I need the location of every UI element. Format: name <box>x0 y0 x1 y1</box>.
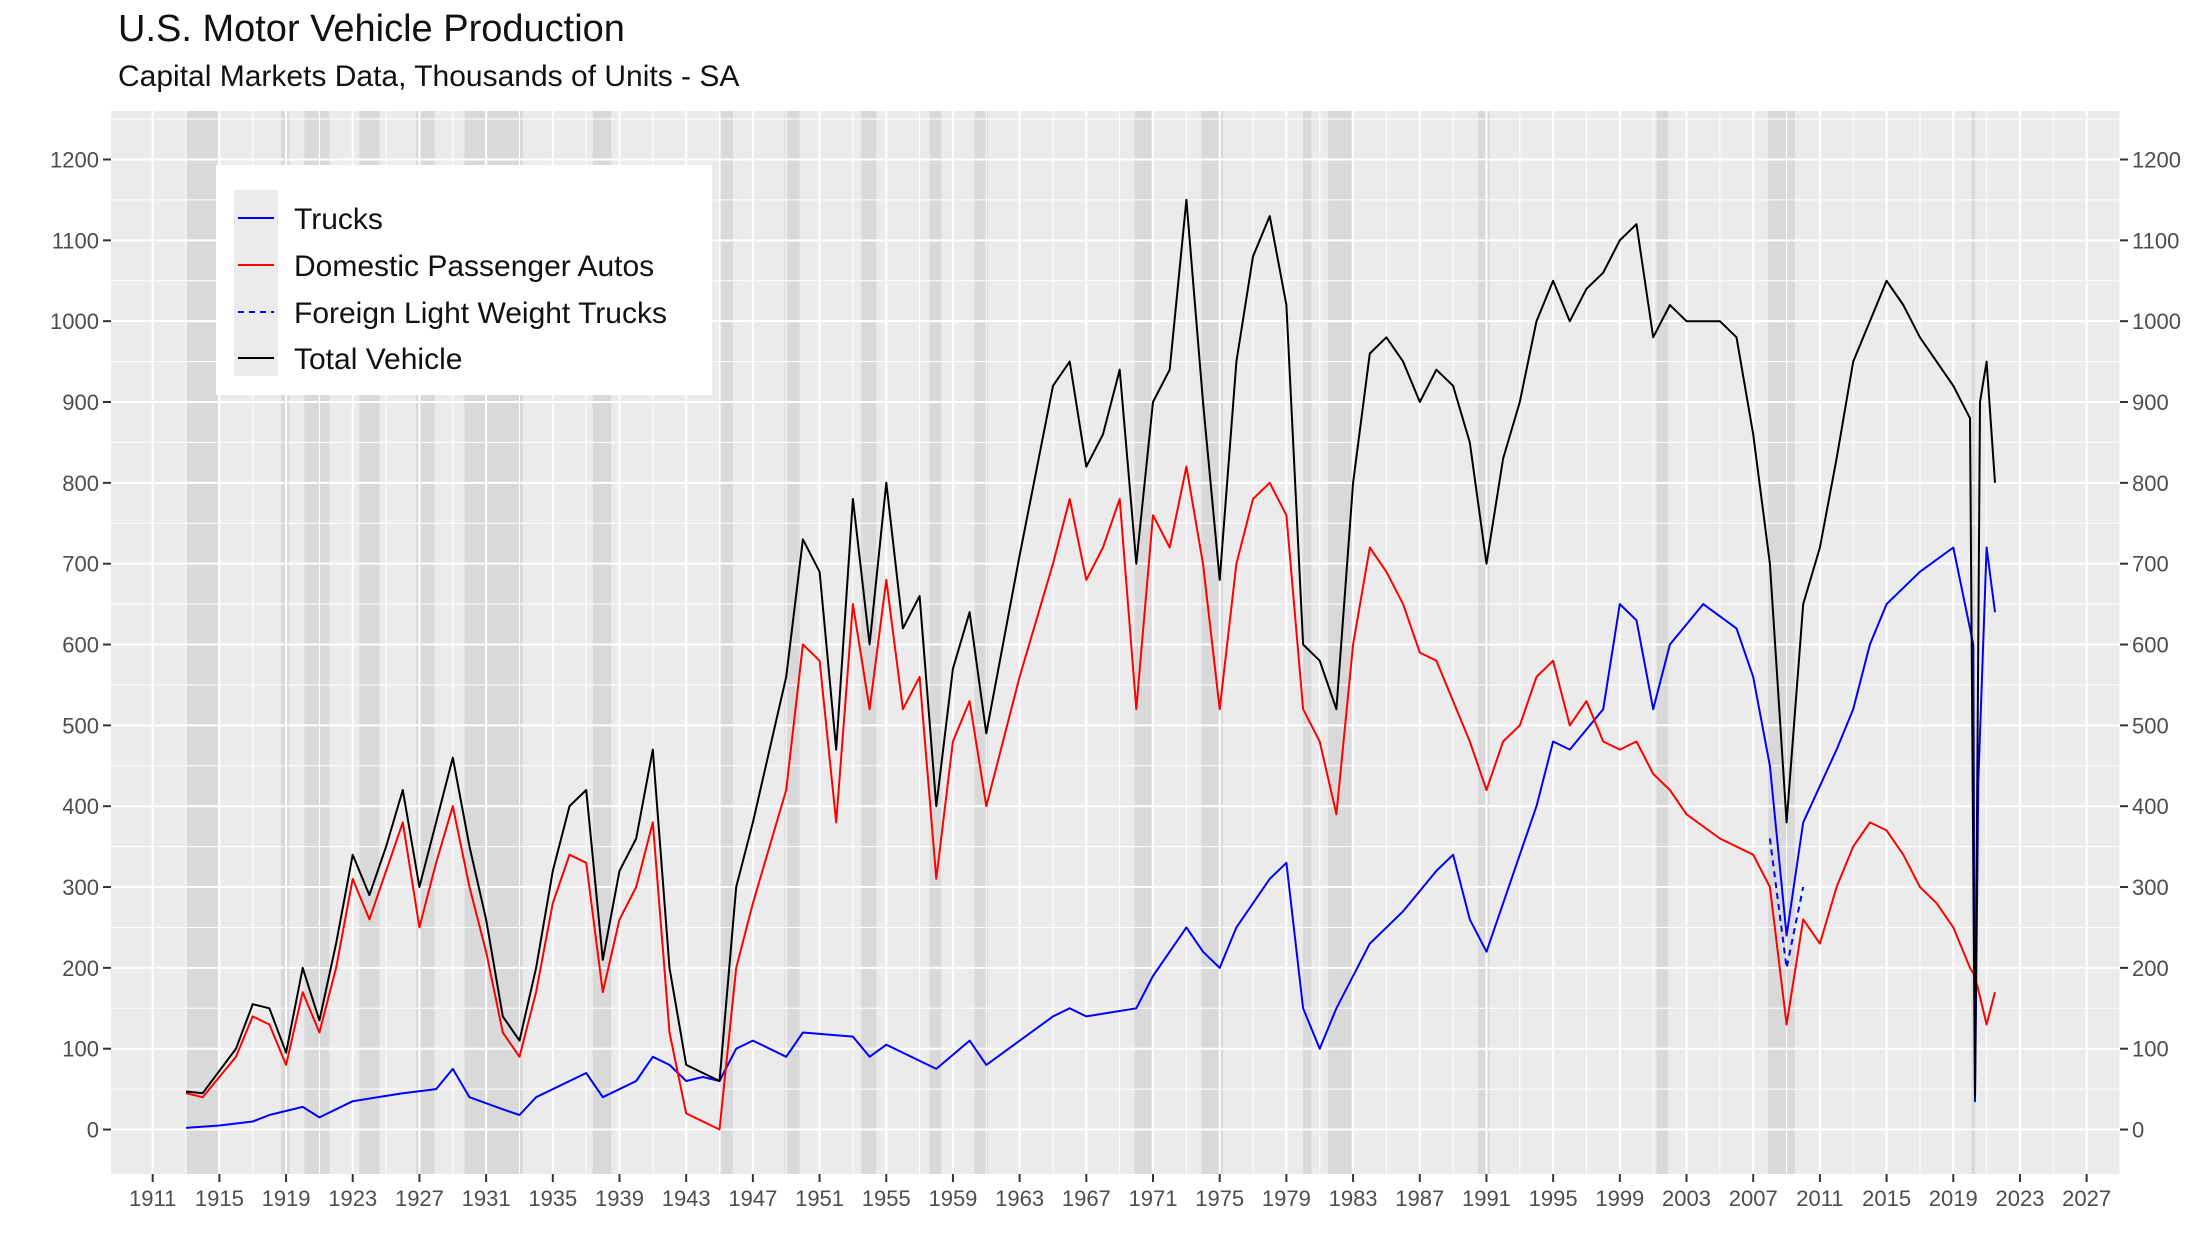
legend: Trucks Domestic Passenger Autos Foreign … <box>216 165 712 395</box>
y-tick-label-left: 400 <box>62 794 99 819</box>
series-line-trucks <box>185 546 1996 1129</box>
x-tick-label: 2003 <box>1662 1186 1711 1211</box>
x-tick-label: 1931 <box>462 1186 511 1211</box>
x-tick-label: 1955 <box>862 1186 911 1211</box>
x-tick-label: 1975 <box>1195 1186 1244 1211</box>
x-tick-label: 1927 <box>395 1186 444 1211</box>
y-tick-label-left: 1000 <box>50 309 99 334</box>
x-tick-label: 1963 <box>995 1186 1044 1211</box>
recession-band <box>1303 111 1312 1174</box>
legend-label-trucks: Trucks <box>294 203 383 236</box>
y-tick-label-right: 500 <box>2132 713 2169 738</box>
y-tick-label-right: 1000 <box>2132 309 2181 334</box>
x-tick-label: 1919 <box>262 1186 311 1211</box>
legend-label-foreign-trucks: Foreign Light Weight Trucks <box>294 297 667 330</box>
y-tick-label-left: 900 <box>62 390 99 415</box>
x-tick-label: 1951 <box>795 1186 844 1211</box>
y-tick-label-right: 700 <box>2132 552 2169 577</box>
series-line-domestic-passenger-autos <box>185 465 1996 1131</box>
recession-band <box>1328 111 1352 1174</box>
recession-band <box>784 111 800 1174</box>
y-tick-label-right: 300 <box>2132 875 2169 900</box>
y-tick-label-right: 0 <box>2132 1118 2144 1143</box>
recession-band <box>721 111 733 1174</box>
recession-band <box>929 111 942 1174</box>
series-lines <box>185 198 1996 1131</box>
recession-band <box>1656 111 1669 1174</box>
chart-title: U.S. Motor Vehicle Production <box>118 8 625 50</box>
x-tick-label: 2023 <box>1995 1186 2044 1211</box>
x-tick-label: 1943 <box>662 1186 711 1211</box>
legend-key-bg <box>234 190 278 376</box>
y-tick-label-left: 100 <box>62 1037 99 1062</box>
y-tick-label-right: 100 <box>2132 1037 2169 1062</box>
y-tick-label-right: 900 <box>2132 390 2169 415</box>
y-tick-label-right: 200 <box>2132 956 2169 981</box>
y-tick-label-right: 400 <box>2132 794 2169 819</box>
recession-band <box>1768 111 1795 1174</box>
y-tick-label-left: 500 <box>62 713 99 738</box>
x-tick-label: 2011 <box>1796 1186 1843 1211</box>
x-tick-label: 1915 <box>195 1186 244 1211</box>
legend-label-total-vehicle: Total Vehicle <box>294 343 462 376</box>
recession-band <box>974 111 988 1174</box>
x-tick-label: 1935 <box>528 1186 577 1211</box>
x-tick-label: 2015 <box>1862 1186 1911 1211</box>
y-tick-label-left: 1100 <box>52 228 99 253</box>
x-tick-label: 1983 <box>1329 1186 1378 1211</box>
x-tick-label: 1939 <box>595 1186 644 1211</box>
x-tick-label: 1911 <box>129 1186 176 1211</box>
y-tick-label-left: 0 <box>87 1118 99 1143</box>
y-tick-label-right: 800 <box>2132 471 2169 496</box>
chart-subtitle: Capital Markets Data, Thousands of Units… <box>118 60 740 93</box>
y-tick-label-left: 600 <box>62 633 99 658</box>
recession-band <box>1478 111 1490 1174</box>
legend-box <box>216 165 712 395</box>
x-tick-label: 1979 <box>1262 1186 1311 1211</box>
y-tick-label-right: 600 <box>2132 633 2169 658</box>
y-tick-label-right: 1200 <box>2132 148 2181 173</box>
x-tick-label: 1971 <box>1129 1186 1178 1211</box>
recession-band <box>186 111 218 1174</box>
x-tick-label: 2027 <box>2062 1186 2111 1211</box>
axes: 0 0 100 100 200 200 300 300 400 400 500 500 600 600 70… <box>50 148 2181 1211</box>
x-tick-label: 1991 <box>1462 1186 1511 1211</box>
x-tick-label: 1959 <box>928 1186 977 1211</box>
x-tick-label: 1999 <box>1595 1186 1644 1211</box>
x-tick-label: 1987 <box>1395 1186 1444 1211</box>
y-tick-label-left: 800 <box>62 471 99 496</box>
x-tick-label: 1995 <box>1529 1186 1578 1211</box>
x-tick-label: 1967 <box>1062 1186 1111 1211</box>
x-tick-label: 1923 <box>328 1186 377 1211</box>
x-tick-label: 2007 <box>1729 1186 1778 1211</box>
y-tick-label-left: 200 <box>62 956 99 981</box>
y-tick-label-left: 300 <box>62 875 99 900</box>
y-tick-label-right: 1100 <box>2132 228 2179 253</box>
legend-label-domestic-autos: Domestic Passenger Autos <box>294 250 654 283</box>
series-line-total-vehicle <box>185 198 1996 1099</box>
y-tick-label-left: 700 <box>62 552 99 577</box>
y-tick-label-left: 1200 <box>50 148 99 173</box>
x-tick-label: 1947 <box>728 1186 777 1211</box>
x-tick-label: 2019 <box>1929 1186 1978 1211</box>
